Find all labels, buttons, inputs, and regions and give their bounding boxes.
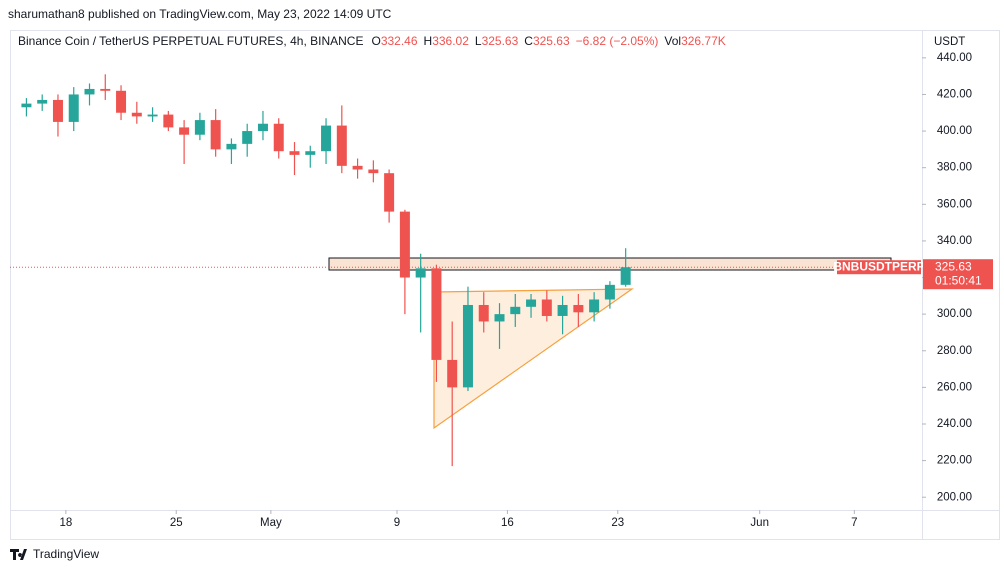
symbol-tag-bg [837,260,921,275]
candle-body [321,125,332,152]
candle-body [289,151,300,155]
candle-body [399,211,410,278]
symbol-name: Binance Coin / TetherUS PERPETUAL FUTURE… [18,34,363,48]
candle-body [210,120,221,150]
candle-body [131,112,142,117]
candle-body [305,151,316,155]
resistance-zone [328,257,892,271]
candle-body [494,314,505,322]
ohlc-value: 336.02 [432,34,469,48]
footer-brand: TradingView [33,547,99,561]
candle-body [68,94,79,122]
candle-body [179,127,190,135]
y-tick-label: 220.00 [937,455,972,467]
axis-unit: USDT [934,36,965,48]
x-tick-label: Jun [750,517,769,529]
candle-body [226,143,237,150]
candle-body [273,123,284,152]
volume-key: Vol [664,34,681,48]
candle-body [415,268,426,278]
candle-body [336,125,347,166]
y-tick-label: 340.00 [937,235,972,247]
candle-body [589,299,600,313]
footer-logo [10,549,27,560]
price-tag: 325.63 [935,259,972,273]
pane-border [10,30,1000,540]
y-tick-label: 440.00 [937,52,972,64]
y-tick-label: 400.00 [937,125,972,137]
candle-body [368,169,379,174]
candle-body [194,120,205,135]
y-tick-label: 360.00 [937,198,972,210]
candle-body [21,103,32,108]
x-tick-label: 16 [501,517,514,529]
candle-body [37,99,48,104]
candle-body [604,284,615,300]
y-tick-label: 380.00 [937,162,972,174]
y-tick-label: 300.00 [937,308,972,320]
candle-body [384,173,395,212]
logo-mark [10,549,27,560]
symbol-tag: BNBUSDTPERP [833,259,924,273]
countdown: 01:50:41 [935,273,982,287]
x-tick-label: 25 [170,517,183,529]
candle-body [84,88,95,95]
candle-body [510,306,521,315]
x-tick-label: 23 [611,517,624,529]
candle-body [447,359,458,388]
candle-body [52,99,63,122]
candle-body [620,267,631,285]
x-tick-label: 9 [394,517,400,529]
candle-body [242,131,253,144]
candle-body [431,268,442,360]
price-tag-bg [923,259,993,290]
candle-body [526,299,537,307]
ohlc-key: O [371,34,380,48]
x-tick-label: 7 [851,517,857,529]
candle-body [462,304,473,388]
ohlc-key: H [424,34,433,48]
change: −6.82 (−2.05%) [576,34,659,48]
candle-body [163,114,174,128]
x-tick-label: 18 [59,517,72,529]
candle-body [541,299,552,316]
ohlc-key: C [524,34,533,48]
candle-body [573,304,584,313]
ohlc-value: 325.63 [482,34,519,48]
candle-body [478,304,489,322]
symbol-legend: Binance Coin / TetherUS PERPETUAL FUTURE… [18,34,726,48]
ohlc-key: L [475,34,482,48]
candle-body [100,88,111,91]
y-tick-label: 240.00 [937,418,972,430]
candle-body [116,90,127,113]
candle-body [257,123,268,132]
candle-body [147,114,158,117]
published-note: sharumathan8 published on TradingView.co… [8,7,392,21]
candle-body [557,304,568,316]
y-tick-label: 200.00 [937,491,972,503]
ohlc-value: 325.63 [533,34,570,48]
candle-body [352,165,363,170]
y-tick-label: 280.00 [937,345,972,357]
volume-value: 326.77K [681,34,726,48]
y-tick-label: 420.00 [937,88,972,100]
ohlc-value: 332.46 [381,34,418,48]
x-tick-label: May [260,517,282,529]
y-tick-label: 260.00 [937,381,972,393]
